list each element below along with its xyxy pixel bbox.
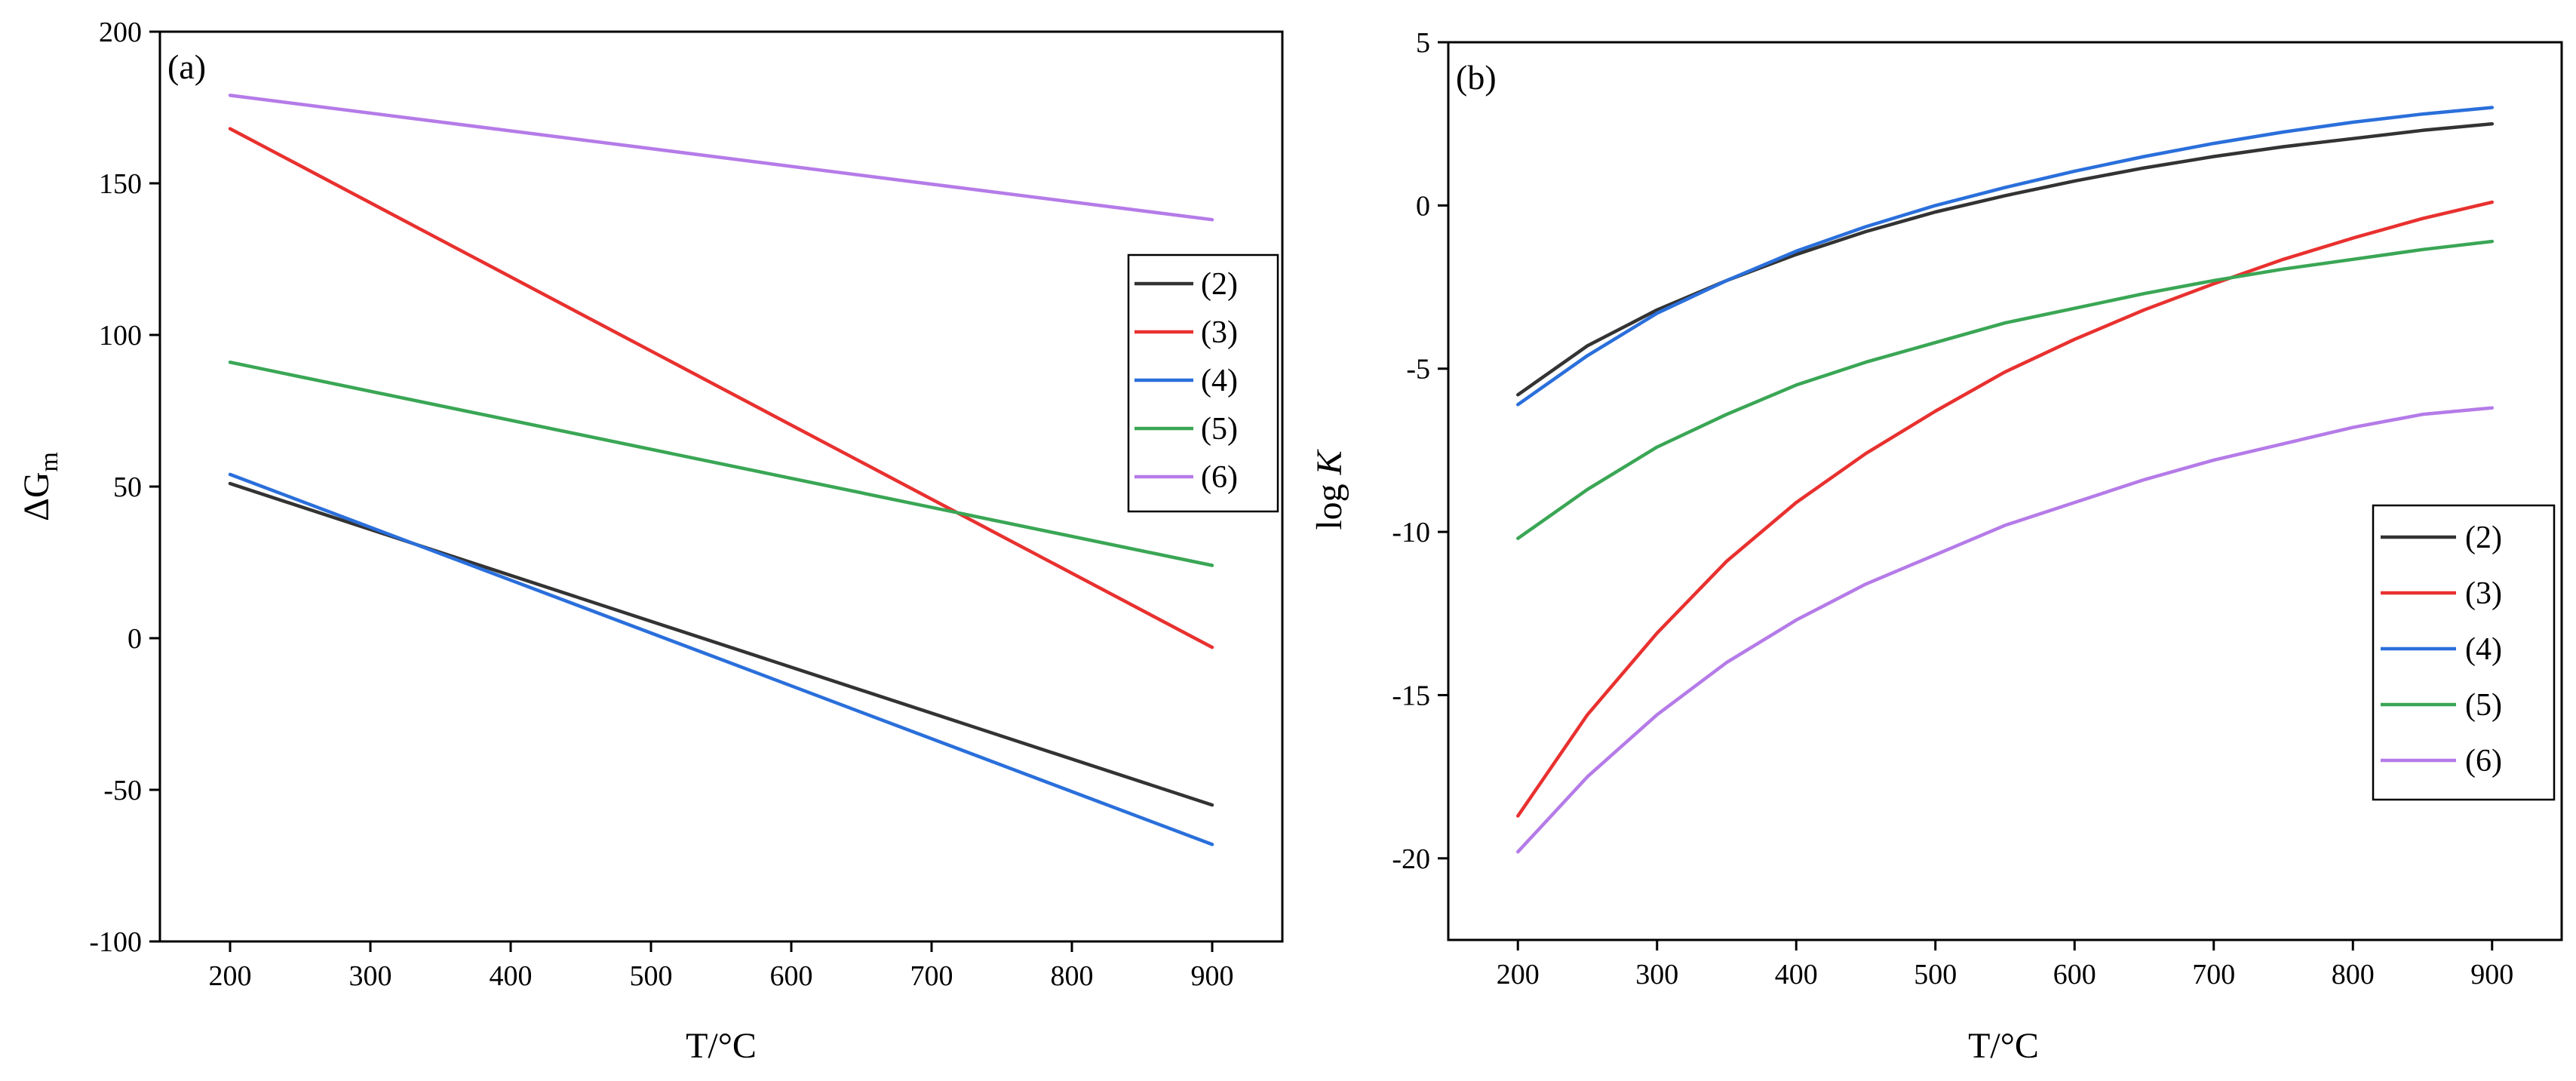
panel-a-y-tick-label: 200: [99, 17, 142, 48]
panel-b-x-tick-label: 200: [1497, 959, 1540, 990]
panel-a-series-4-line: [228, 472, 1214, 846]
panel-a-x-tick-label: 700: [910, 960, 953, 992]
panel-b-series-3-line: [1516, 200, 2495, 818]
panel-b-plot-frame: [1447, 41, 2563, 941]
panel-a-legend-label-6: (6): [1201, 460, 1238, 495]
panel-a-y-tick-label: -100: [89, 926, 142, 958]
panel-b-chart: 200 300 400 500 600 700 800 900 -20 -15 -10 -5 0 5 (…: [1309, 27, 2563, 1066]
panel-b-y-tick-label: -10: [1392, 517, 1430, 548]
panel-b-legend: (2) (3) (4) (5) (6): [2372, 504, 2556, 801]
panel-b-y-ticks: -20 -15 -10 -5 0 5: [1392, 27, 1448, 875]
panel-b-y-axis-title: log K: [1309, 448, 1349, 530]
panel-b-x-tick-label: 800: [2332, 959, 2375, 990]
panel-a-y-ticks: -100 -50 0 50 100 150 200: [89, 17, 160, 958]
panel-a-y-tick-label: 150: [99, 168, 142, 200]
panel-a-x-tick-label: 900: [1191, 960, 1234, 992]
panel-b-series-5-line: [1516, 239, 2495, 540]
panel-a-plot-frame: [158, 30, 1284, 943]
panel-b-legend-label-3: (3): [2465, 576, 2502, 611]
panel-a-y-tick-label: 50: [113, 471, 142, 503]
panel-a-chart: 200 300 400 500 600 700 800 900 -100 -50 0 50 100 15…: [17, 17, 1284, 1066]
panel-a-x-tick-label: 500: [630, 960, 673, 992]
panel-a-series-2-line: [228, 481, 1214, 807]
panel-a-y-axis-title-subscript: m: [35, 452, 63, 471]
panel-a-legend-items: (2) (3) (4) (5) (6): [1134, 267, 1238, 495]
panel-b-y-tick-label: -5: [1406, 354, 1430, 385]
panel-b-legend-label-2: (2): [2465, 521, 2502, 555]
panel-a-legend-label-3: (3): [1201, 315, 1238, 350]
panel-b-legend-label-5: (5): [2465, 688, 2502, 723]
panel-b-x-tick-label: 500: [1914, 959, 1957, 990]
panel-b-x-axis-title: T/°C: [1968, 1026, 2039, 1066]
panel-b-series-2-line: [1516, 121, 2495, 397]
panel-a-legend-box: [1127, 253, 1279, 513]
panel-a-series-layer: [228, 94, 1214, 846]
panel-b-x-tick-label: 600: [2053, 959, 2096, 990]
panel-a-y-tick-label: -50: [103, 775, 142, 806]
panel-a-y-axis-title: ΔGm: [17, 452, 63, 521]
panel-a-x-tick-label: 400: [490, 960, 533, 992]
panel-b-legend-label-6: (6): [2465, 744, 2502, 779]
panel-b-series-4-line: [1516, 106, 2495, 407]
panel-a-series-5-line: [228, 360, 1214, 567]
panel-a-y-axis-title-main: ΔG: [17, 471, 57, 521]
panel-a-x-axis-title: T/°C: [686, 1026, 757, 1066]
panel-a-series-6-line: [228, 94, 1214, 222]
panel-b-y-axis-title-main: log: [1309, 484, 1349, 530]
panel-b-x-ticks: 200 300 400 500 600 700 800 900: [1497, 940, 2513, 990]
panel-a-series-3-line: [228, 127, 1214, 650]
panel-b-series-layer: [1516, 106, 2495, 854]
panel-b-x-tick-label: 400: [1775, 959, 1818, 990]
panel-a-legend-label-4: (4): [1201, 364, 1238, 398]
panel-a-legend-label-5: (5): [1201, 412, 1238, 447]
panel-b-y-axis-title-spacer: [1309, 474, 1349, 484]
panel-b-label: (b): [1456, 58, 1497, 97]
panel-b-y-tick-label: -15: [1392, 680, 1430, 711]
panel-b-legend-box: [2372, 504, 2556, 801]
panel-a-x-tick-label: 600: [770, 960, 813, 992]
panel-b-x-tick-label: 900: [2470, 959, 2513, 990]
panel-b-series-6-line: [1516, 406, 2495, 854]
panel-a-y-tick-label: 100: [99, 320, 142, 352]
panel-b-y-axis-title-italic: K: [1309, 448, 1349, 475]
svg-text:log K: log K: [1309, 448, 1349, 530]
svg-text:ΔGm: ΔGm: [17, 452, 63, 521]
panel-b-legend-items: (2) (3) (4) (5) (6): [2381, 521, 2502, 779]
panel-b-legend-label-4: (4): [2465, 632, 2502, 667]
panel-b-y-tick-label: -20: [1392, 843, 1430, 875]
panel-b-x-tick-label: 700: [2192, 959, 2235, 990]
panel-a-legend: (2) (3) (4) (5) (6): [1127, 253, 1279, 513]
panel-b-y-tick-label: 5: [1416, 27, 1430, 59]
panel-a-x-tick-label: 200: [209, 960, 252, 992]
panel-a-label: (a): [167, 48, 206, 86]
panel-a-x-tick-label: 300: [349, 960, 392, 992]
panel-b-x-tick-label: 300: [1635, 959, 1678, 990]
panel-a-x-ticks: 200 300 400 500 600 700 800 900: [209, 941, 1234, 992]
panel-b-y-tick-label: 0: [1416, 190, 1430, 222]
panel-a-legend-label-2: (2): [1201, 267, 1238, 302]
panel-a-x-tick-label: 800: [1051, 960, 1094, 992]
panel-a-y-tick-label: 0: [127, 623, 142, 655]
